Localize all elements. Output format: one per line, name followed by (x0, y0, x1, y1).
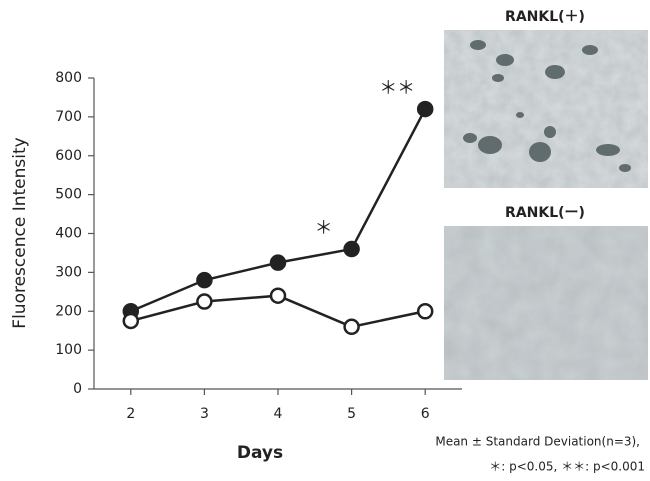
series-line (130, 108, 427, 313)
y-tick-label: 400 (55, 226, 82, 242)
point (343, 318, 360, 336)
point (416, 303, 434, 320)
y-tick-label: 600 (55, 148, 82, 164)
y-tick-label: 0 (73, 381, 82, 397)
y-tick-label: 100 (55, 342, 82, 358)
y-axis-label: Fluorescence Intensity (10, 137, 30, 328)
y-tick-label: 800 (55, 70, 82, 86)
y-tick-label: 700 (55, 109, 82, 125)
annotation: ＊ (315, 218, 333, 239)
point (343, 240, 360, 258)
annotation: ＊＊ (379, 78, 415, 99)
y-tick-label: 200 (55, 303, 82, 319)
point (269, 287, 287, 304)
y-tick-label: 500 (55, 187, 82, 203)
y-tick-label: 300 (55, 264, 82, 280)
image-rankl-plus (444, 30, 648, 188)
footnote: Mean ± Standard Deviation(n=3), (435, 435, 640, 449)
x-axis-label: Days (237, 443, 283, 463)
point (196, 271, 213, 289)
image-rankl-minus (444, 226, 648, 380)
x-tick-label: 5 (347, 406, 356, 422)
point (269, 254, 287, 271)
x-tick-label: 3 (200, 406, 209, 422)
point (122, 312, 140, 330)
footnote: ＊: p<0.05, ＊＊: p<0.001 (489, 460, 645, 474)
point (416, 100, 434, 118)
image-label: RANKL(ー) (505, 205, 585, 221)
point (196, 293, 213, 310)
image-label: RANKL(＋) (505, 9, 585, 25)
x-tick-label: 2 (126, 406, 135, 422)
x-tick-label: 6 (421, 406, 430, 422)
x-tick-label: 4 (274, 406, 283, 422)
